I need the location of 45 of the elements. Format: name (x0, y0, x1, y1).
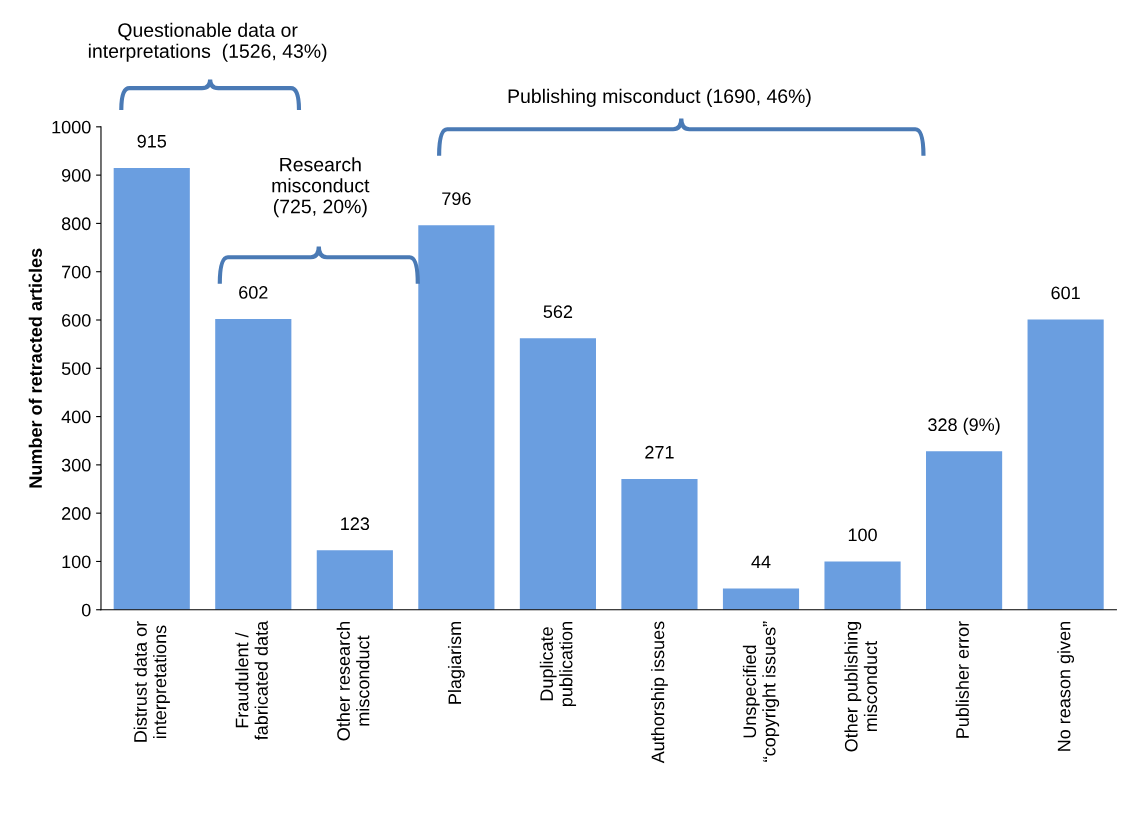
y-tick-label: 900 (61, 169, 91, 182)
x-tick-label: Distrust data or interpretations (133, 621, 170, 742)
y-tick-label: 100 (62, 555, 91, 569)
y-tick-label: 800 (61, 217, 91, 231)
y-tick-label: 600 (62, 313, 91, 327)
x-tick-label: Other research misconduct (336, 622, 370, 741)
data-label: 915 (137, 134, 167, 148)
y-axis-title: Number of retracted articles (28, 248, 42, 488)
y-tick-label: 400 (61, 410, 91, 424)
bar (215, 319, 292, 610)
data-label: 602 (239, 286, 268, 299)
bar (316, 550, 393, 610)
data-label: 271 (645, 445, 674, 459)
y-tick-label: 500 (61, 362, 91, 376)
y-tick-label: 1000 (52, 120, 91, 134)
x-tick-label: Other publishing misconduct (844, 622, 878, 752)
data-label: 796 (442, 192, 471, 206)
x-tick-label: Fraudulent / fabricated data (235, 620, 268, 741)
y-tick-label: 0 (81, 603, 91, 617)
bar (621, 478, 698, 610)
bar (926, 451, 1003, 610)
bar (113, 167, 190, 610)
bar (519, 338, 596, 610)
x-tick-label: Authorship issues (651, 621, 668, 764)
data-label: 562 (543, 305, 573, 319)
data-label: 328 (9%) (928, 417, 1000, 435)
data-label: 100 (848, 528, 877, 542)
data-label: 44 (751, 555, 771, 569)
y-tick-label: 700 (62, 265, 91, 279)
x-tick-label: Duplicate publication (539, 622, 577, 707)
x-tick-label: Publisher error (955, 621, 969, 738)
x-tick-label: Unspecified “copyright issues” (742, 621, 780, 762)
x-tick-label: Plagiarism (447, 622, 465, 704)
y-tick-label: 200 (62, 507, 91, 520)
x-tick-label: No reason given (1057, 622, 1075, 751)
bar (824, 561, 901, 610)
annotation: Research misconduct (725, 20%) (272, 157, 370, 218)
bar (418, 225, 495, 610)
bar (722, 588, 800, 610)
text: Questionable data or interpretations (1526, 43%) (88, 22, 327, 62)
data-label: 123 (341, 517, 370, 531)
bar (1027, 319, 1104, 610)
data-label: 601 (1051, 286, 1080, 300)
text: Publishing misconduct (1690, 46%) (508, 88, 811, 107)
y-tick-label: 300 (61, 458, 91, 472)
